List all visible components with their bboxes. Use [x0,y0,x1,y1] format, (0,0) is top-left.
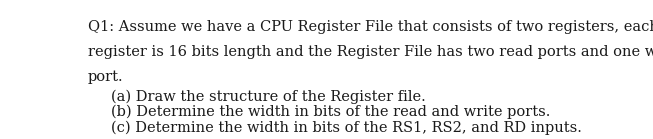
Text: (c) Determine the width in bits of the RS1, RS2, and RD inputs.: (c) Determine the width in bits of the R… [111,121,582,135]
Text: register is 16 bits length and the Register File has two read ports and one writ: register is 16 bits length and the Regis… [88,45,653,59]
Text: (a) Draw the structure of the Register file.: (a) Draw the structure of the Register f… [111,90,426,104]
Text: port.: port. [88,70,123,84]
Text: (b) Determine the width in bits of the read and write ports.: (b) Determine the width in bits of the r… [111,105,550,119]
Text: Q1: Assume we have a CPU Register File that consists of two registers, each: Q1: Assume we have a CPU Register File t… [88,20,653,34]
